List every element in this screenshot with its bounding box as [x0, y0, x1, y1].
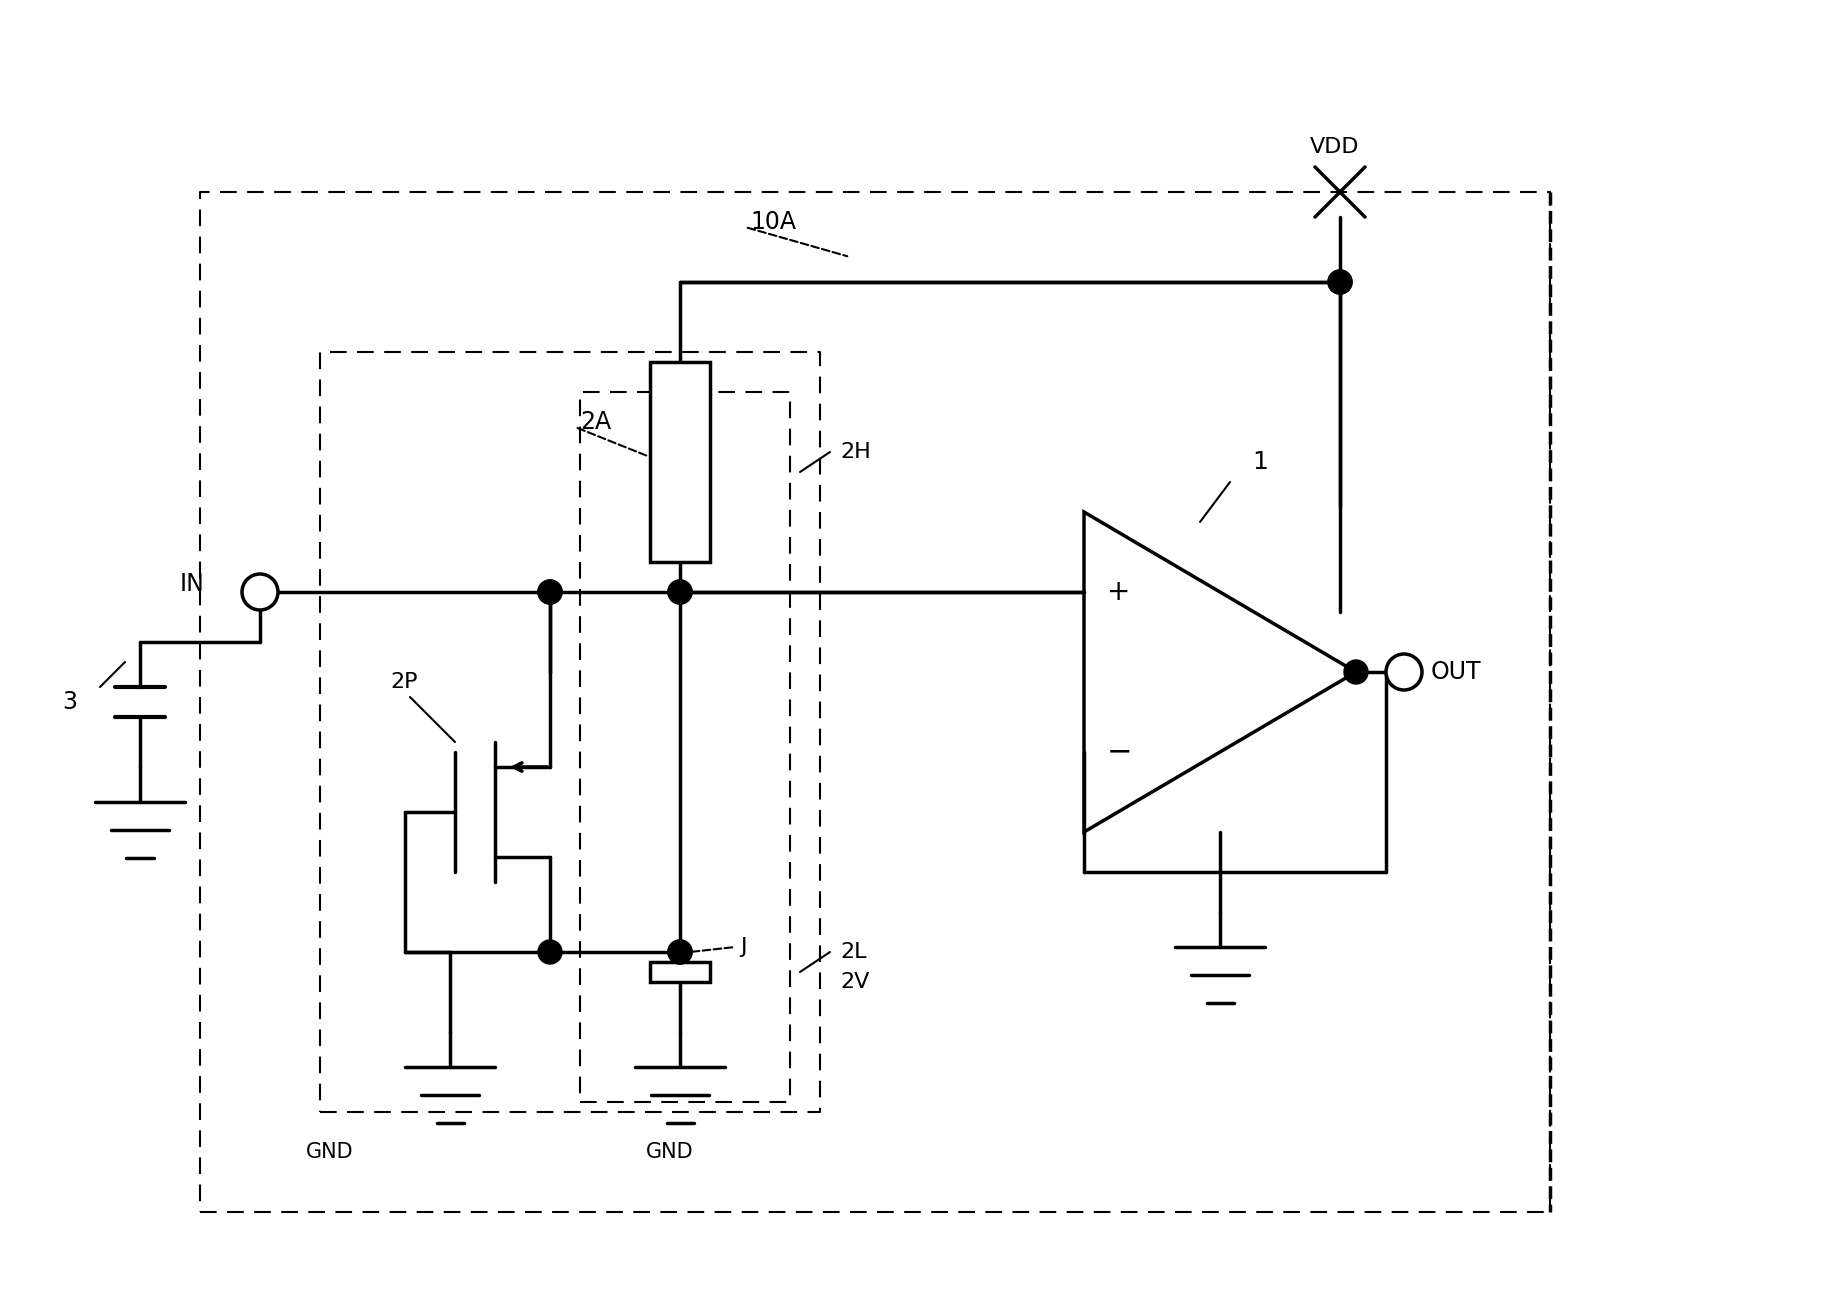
- Text: −: −: [1106, 737, 1132, 766]
- Text: OUT: OUT: [1431, 660, 1481, 684]
- Text: 3: 3: [63, 690, 77, 714]
- Circle shape: [1328, 270, 1352, 294]
- Circle shape: [242, 575, 278, 610]
- Circle shape: [1328, 270, 1352, 294]
- Text: 2P: 2P: [389, 672, 417, 691]
- Circle shape: [1344, 660, 1368, 684]
- Circle shape: [668, 939, 692, 964]
- Text: 2A: 2A: [581, 409, 610, 434]
- Text: VDD: VDD: [1309, 136, 1359, 157]
- Text: 2V: 2V: [841, 972, 869, 992]
- Text: 1: 1: [1252, 450, 1269, 474]
- Text: 2H: 2H: [841, 442, 870, 462]
- Text: GND: GND: [306, 1141, 354, 1162]
- Circle shape: [668, 580, 692, 604]
- Circle shape: [538, 580, 562, 604]
- Text: J: J: [739, 937, 747, 956]
- Text: 10A: 10A: [751, 210, 797, 234]
- Text: IN: IN: [181, 572, 205, 596]
- Text: +: +: [1106, 579, 1130, 606]
- Text: 2L: 2L: [841, 942, 867, 962]
- Bar: [649, 962, 710, 981]
- Circle shape: [538, 580, 562, 604]
- Text: GND: GND: [645, 1141, 693, 1162]
- Circle shape: [668, 580, 692, 604]
- Circle shape: [1387, 653, 1422, 690]
- Circle shape: [668, 939, 692, 964]
- Circle shape: [538, 939, 562, 964]
- Bar: [649, 362, 710, 562]
